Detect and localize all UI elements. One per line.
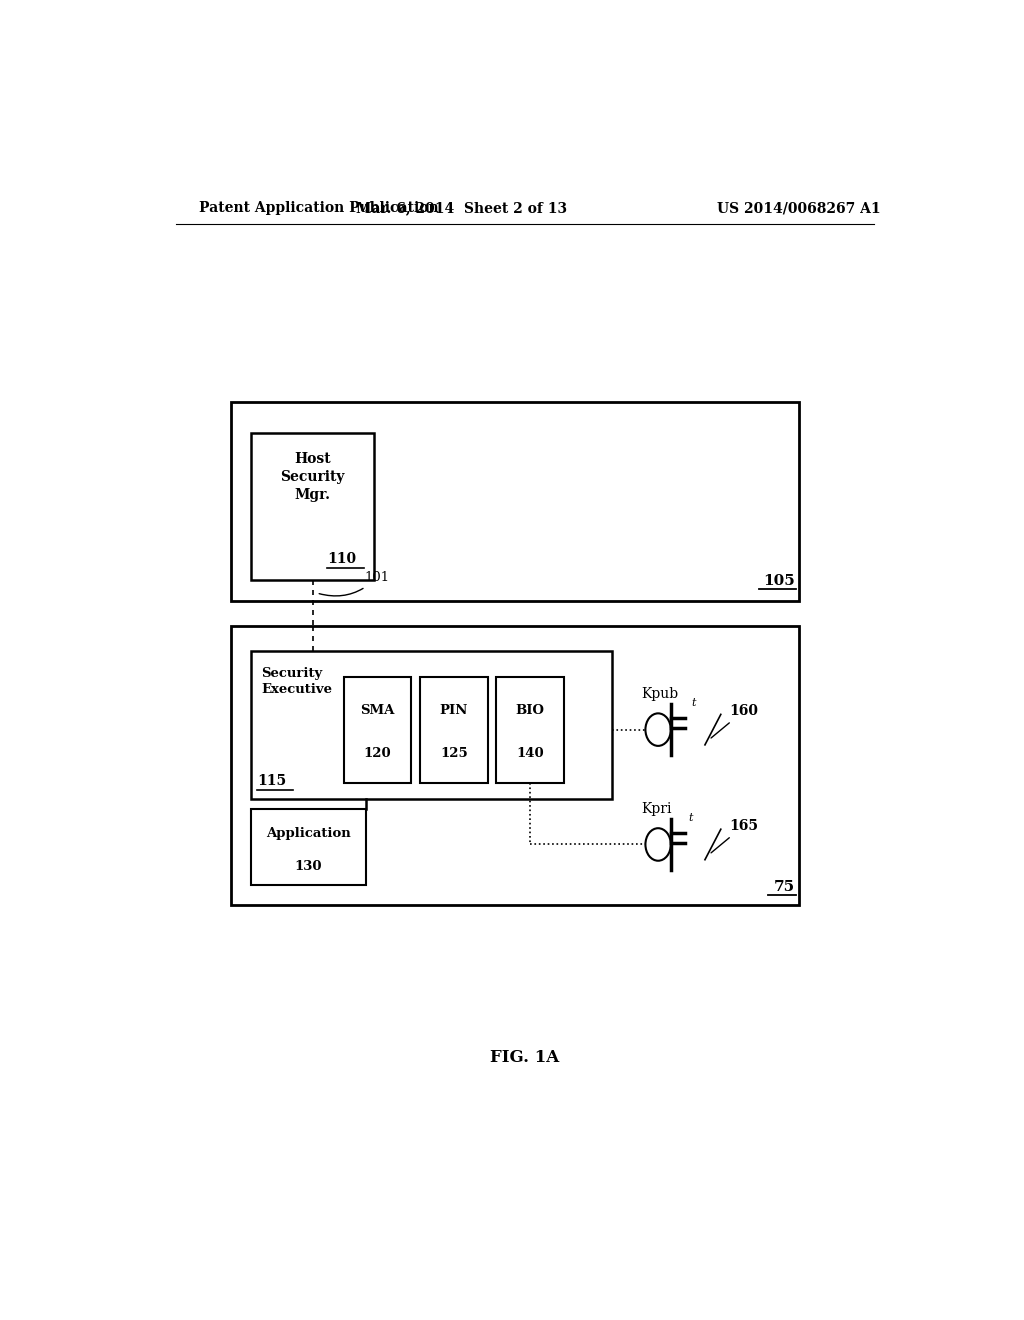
Text: Security
Executive: Security Executive [261, 667, 333, 696]
Bar [420, 677, 487, 784]
Bar [251, 809, 367, 886]
Text: Kpub: Kpub [641, 688, 679, 701]
Bar [344, 677, 412, 784]
Text: FIG. 1A: FIG. 1A [490, 1049, 559, 1067]
Bar [497, 677, 563, 784]
Text: SMA: SMA [360, 705, 395, 717]
Text: Host
Security
Mgr.: Host Security Mgr. [281, 453, 345, 502]
Text: 105: 105 [763, 574, 795, 589]
Text: 165: 165 [711, 820, 758, 853]
Text: PIN: PIN [439, 705, 468, 717]
Text: BIO: BIO [515, 705, 545, 717]
Text: 160: 160 [711, 705, 758, 738]
Text: 125: 125 [440, 747, 468, 760]
Text: Patent Application Publication: Patent Application Publication [200, 201, 439, 215]
Text: 101: 101 [319, 572, 389, 595]
Text: Kpri: Kpri [641, 803, 672, 816]
Bar [251, 651, 612, 799]
Text: 110: 110 [328, 552, 356, 566]
Text: t: t [688, 813, 693, 824]
Text: 120: 120 [364, 747, 391, 760]
Text: Application: Application [266, 826, 351, 840]
Text: 140: 140 [516, 747, 544, 760]
Text: 115: 115 [257, 774, 287, 788]
Text: 75: 75 [773, 880, 795, 894]
Text: Mar. 6, 2014  Sheet 2 of 13: Mar. 6, 2014 Sheet 2 of 13 [355, 201, 567, 215]
Text: 130: 130 [295, 861, 323, 874]
Text: US 2014/0068267 A1: US 2014/0068267 A1 [717, 201, 881, 215]
Bar [231, 403, 799, 601]
Text: t: t [691, 698, 696, 709]
Bar [251, 433, 374, 581]
Bar [231, 626, 799, 906]
